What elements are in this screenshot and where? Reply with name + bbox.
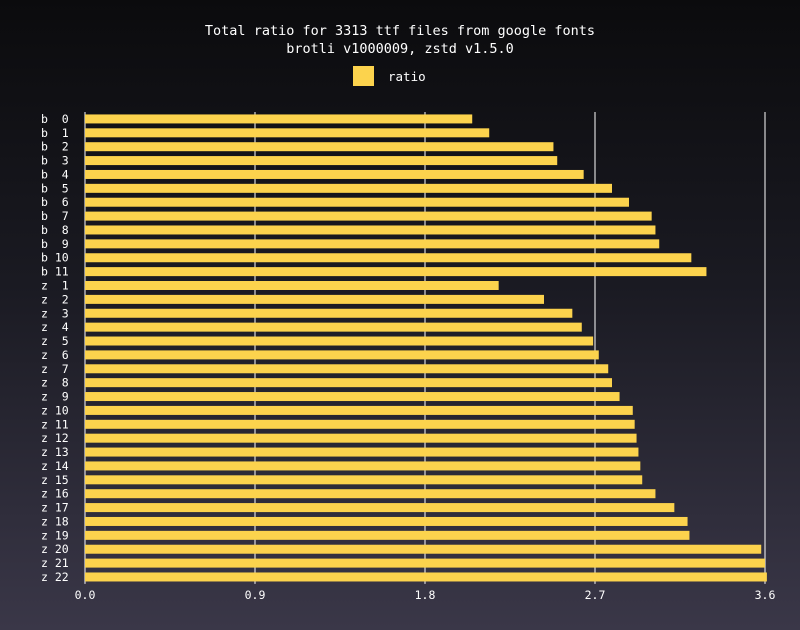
- bar: [85, 267, 707, 277]
- category-label: b 10: [41, 251, 69, 265]
- category-label: z 18: [41, 514, 69, 528]
- category-label: z 9: [41, 390, 69, 404]
- bar: [85, 142, 554, 152]
- bar: [85, 114, 473, 124]
- category-labels: b 0b 1b 2b 3b 4b 5b 6b 7b 8b 9b 10b 11z …: [41, 112, 69, 584]
- category-label: z 14: [41, 459, 69, 473]
- bar: [85, 197, 629, 207]
- bar: [85, 544, 762, 554]
- bar: [85, 225, 656, 235]
- category-label: b 11: [41, 265, 69, 279]
- category-label: z 6: [41, 348, 69, 362]
- x-tick-label: 3.6: [755, 588, 776, 602]
- category-label: z 13: [41, 445, 69, 459]
- category-label: b 4: [41, 167, 69, 181]
- bar: [85, 572, 767, 582]
- x-tick-label: 2.7: [585, 588, 606, 602]
- bar: [85, 239, 660, 249]
- category-label: z 20: [41, 542, 69, 556]
- category-label: b 2: [41, 140, 69, 154]
- category-label: b 3: [41, 154, 69, 168]
- category-label: z 16: [41, 487, 69, 501]
- category-label: z 21: [41, 556, 69, 570]
- gridlines: [84, 112, 766, 584]
- category-label: b 6: [41, 195, 69, 209]
- bar: [85, 128, 490, 138]
- category-label: z 19: [41, 528, 69, 542]
- legend: ratio: [353, 66, 426, 86]
- x-tick-label: 0.0: [75, 588, 96, 602]
- bar: [85, 211, 652, 221]
- bar: [85, 516, 688, 526]
- x-tick-label: 1.8: [415, 588, 436, 602]
- category-label: b 5: [41, 181, 69, 195]
- chart-title: Total ratio for 3313 ttf files from goog…: [205, 23, 595, 39]
- legend-swatch: [353, 66, 374, 86]
- bar: [85, 433, 637, 443]
- category-label: z 10: [41, 403, 69, 417]
- bar: [85, 530, 690, 540]
- bar: [85, 558, 765, 568]
- category-label: b 1: [41, 126, 69, 140]
- bar: [85, 503, 675, 513]
- category-label: z 12: [41, 431, 69, 445]
- category-label: z 22: [41, 570, 69, 584]
- bar: [85, 350, 599, 360]
- chart-subtitle: brotli v1000009, zstd v1.5.0: [286, 41, 514, 57]
- category-label: b 0: [41, 112, 69, 126]
- legend-label: ratio: [388, 69, 426, 84]
- x-axis-ticks: 0.0 0.9 1.8 2.7 3.6: [75, 588, 776, 602]
- category-label: z 17: [41, 501, 69, 515]
- bars: [85, 114, 767, 582]
- bar: [85, 183, 612, 193]
- bar: [85, 447, 639, 457]
- category-label: b 9: [41, 237, 69, 251]
- bar: [85, 308, 573, 318]
- category-label: z 4: [41, 320, 69, 334]
- bar: [85, 336, 594, 346]
- bar: [85, 461, 641, 471]
- bar: [85, 322, 582, 332]
- category-label: b 8: [41, 223, 69, 237]
- bar: [85, 364, 609, 374]
- bar: [85, 253, 692, 263]
- bar: [85, 419, 635, 429]
- category-label: z 2: [41, 292, 69, 306]
- category-label: z 8: [41, 376, 69, 390]
- bar: [85, 281, 499, 290]
- category-label: z 3: [41, 306, 69, 320]
- bar: [85, 405, 633, 415]
- bar: [85, 489, 656, 499]
- bar: [85, 378, 612, 388]
- category-label: z 7: [41, 362, 69, 376]
- x-tick-label: 0.9: [245, 588, 266, 602]
- bar: [85, 392, 620, 402]
- category-label: z 11: [41, 417, 69, 431]
- category-label: z 15: [41, 473, 69, 487]
- category-label: z 1: [41, 279, 69, 293]
- bar: [85, 475, 643, 485]
- bar: [85, 169, 584, 179]
- category-label: z 5: [41, 334, 69, 348]
- category-label: b 7: [41, 209, 69, 223]
- bar: [85, 156, 558, 166]
- bar: [85, 294, 544, 304]
